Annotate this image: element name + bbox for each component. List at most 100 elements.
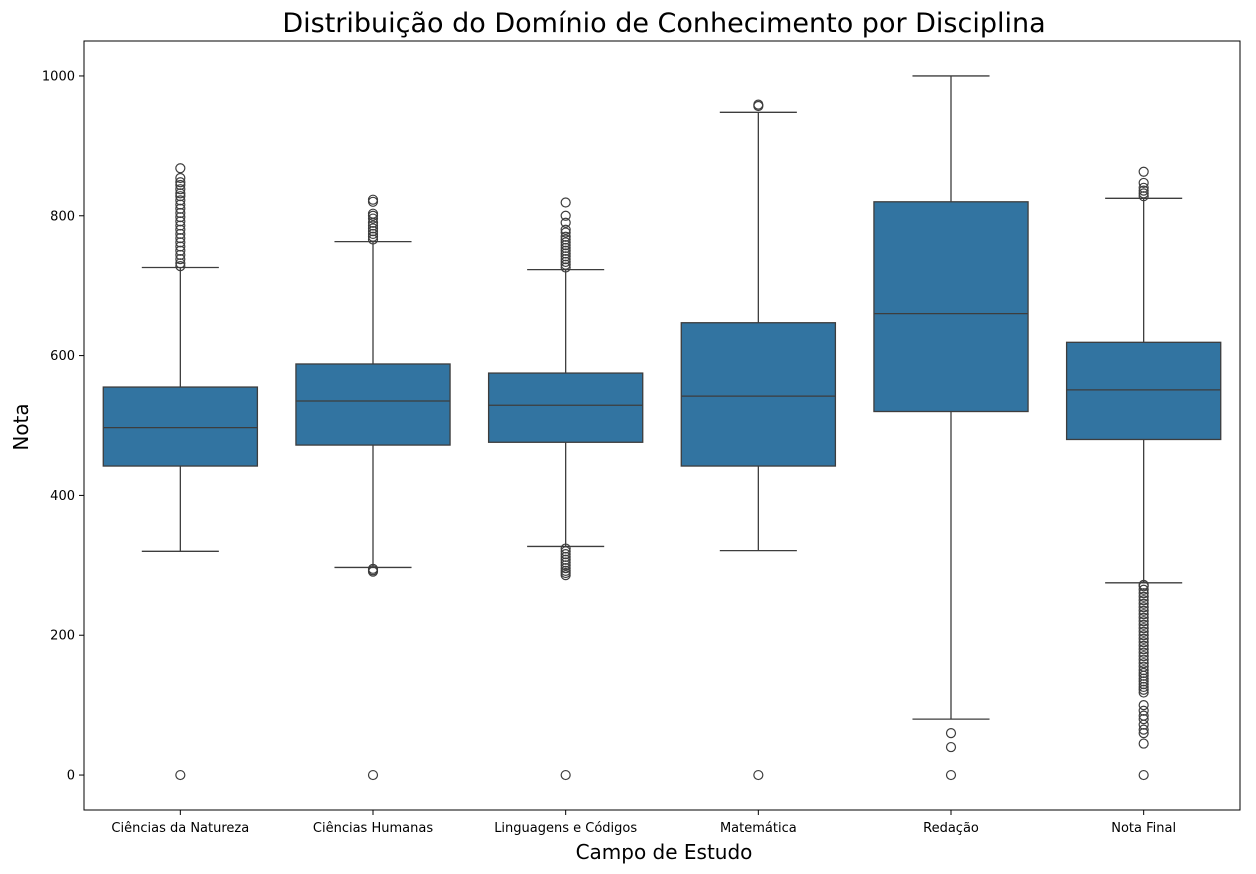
- outlier-point: [1138, 700, 1149, 711]
- outlier-point: [560, 565, 571, 577]
- outlier-point: [1138, 738, 1149, 749]
- x-tick-label: Redação: [923, 821, 979, 836]
- outlier-point: [560, 197, 571, 208]
- outlier-point: [1138, 676, 1149, 687]
- outlier-point: [175, 184, 186, 195]
- outlier-point: [1138, 623, 1149, 634]
- outlier-point: [1138, 584, 1149, 595]
- outlier-point: [560, 262, 571, 273]
- outlier-point: [1138, 640, 1149, 651]
- outlier-point: [1138, 609, 1149, 620]
- outlier-point: [175, 207, 186, 219]
- outlier-point: [1138, 616, 1149, 627]
- outlier-point: [175, 220, 186, 231]
- outlier-point: [753, 769, 764, 781]
- outlier-point: [175, 233, 186, 244]
- outlier-point: [175, 191, 186, 202]
- x-tick-label: Ciências da Natureza: [111, 821, 249, 836]
- outlier-point: [1138, 684, 1149, 695]
- outlier-point: [560, 242, 571, 254]
- outlier-point: [945, 727, 957, 739]
- outlier-point: [175, 212, 186, 223]
- outlier-point: [367, 213, 379, 224]
- y-tick-label: 600: [50, 349, 75, 364]
- outlier-point: [1138, 769, 1149, 781]
- outlier-point: [1138, 630, 1149, 641]
- outlier-point: [1138, 710, 1149, 721]
- outlier-point: [1138, 626, 1149, 637]
- box-iqr: [102, 386, 259, 467]
- outlier-point: [560, 546, 571, 557]
- outlier-point: [1138, 651, 1149, 662]
- outlier-point: [367, 223, 379, 234]
- outlier-point: [1138, 595, 1149, 606]
- outlier-point: [560, 251, 571, 262]
- outlier-point: [367, 231, 379, 242]
- box-iqr: [680, 322, 837, 467]
- outlier-point: [1138, 724, 1149, 735]
- plot-area: Ciências da Natureza Ciências Humanas Ling…: [42, 40, 1241, 836]
- outlier-point: [560, 543, 571, 554]
- outlier-point: [560, 560, 571, 571]
- outlier-point: [560, 231, 571, 242]
- outlier-point: [753, 99, 764, 110]
- outlier-point: [1138, 658, 1149, 669]
- outlier-point: [560, 563, 571, 574]
- outlier-point: [560, 217, 571, 228]
- outlier-point: [560, 240, 571, 251]
- box-iqr: [1065, 341, 1222, 441]
- outlier-point: [367, 228, 379, 240]
- outlier-point: [560, 549, 571, 560]
- outlier-point: [1138, 579, 1149, 590]
- outlier-point: [560, 245, 571, 256]
- chart-title: Distribuição do Domínio de Conhecimento …: [282, 8, 1045, 39]
- outlier-point: [1138, 182, 1149, 193]
- outlier-point: [367, 196, 379, 207]
- outlier-point: [1138, 727, 1149, 739]
- outlier-point: [1138, 633, 1149, 644]
- outlier-point: [175, 228, 186, 240]
- outlier-point: [560, 557, 571, 568]
- y-tick-label: 1000: [42, 69, 75, 84]
- outlier-point: [175, 249, 186, 261]
- outlier-point: [1138, 654, 1149, 665]
- outlier-point: [1138, 191, 1149, 202]
- outlier-point: [1138, 619, 1149, 630]
- outlier-point: [1138, 588, 1149, 599]
- y-tick-label: 200: [50, 629, 75, 644]
- outlier-point: [560, 259, 571, 270]
- outlier-point: [1138, 185, 1149, 196]
- x-axis-title: Campo de Estudo: [576, 840, 753, 864]
- outlier-point: [175, 216, 186, 227]
- outlier-point: [1138, 644, 1149, 655]
- outlier-point: [1138, 714, 1149, 725]
- outlier-point: [367, 234, 379, 245]
- outlier-point: [175, 254, 186, 265]
- outlier-point: [367, 220, 379, 231]
- outlier-point: [1138, 667, 1149, 679]
- outlier-point: [560, 769, 571, 781]
- outlier-point: [1138, 598, 1149, 609]
- outlier-point: [175, 258, 186, 269]
- outlier-point: [175, 241, 186, 252]
- y-tick-label: 0: [67, 769, 75, 784]
- outlier-point: [945, 741, 957, 753]
- outlier-point: [175, 172, 186, 184]
- outlier-point: [175, 179, 186, 191]
- plot-frame: [83, 40, 1241, 811]
- outlier-point: [560, 554, 571, 565]
- outlier-point: [560, 256, 571, 268]
- outlier-point: [560, 227, 571, 238]
- outlier-point: [1138, 637, 1149, 648]
- outlier-point: [1138, 188, 1149, 199]
- outlier-point: [560, 234, 571, 245]
- box-iqr: [295, 363, 451, 446]
- outlier-point: [175, 769, 186, 781]
- outlier-point: [175, 224, 186, 235]
- outlier-point: [367, 769, 379, 781]
- x-tick-label: Matemática: [720, 821, 797, 836]
- outlier-point: [1138, 665, 1149, 676]
- outlier-point: [1138, 661, 1149, 672]
- x-tick-label: Linguagens e Códigos: [494, 821, 637, 836]
